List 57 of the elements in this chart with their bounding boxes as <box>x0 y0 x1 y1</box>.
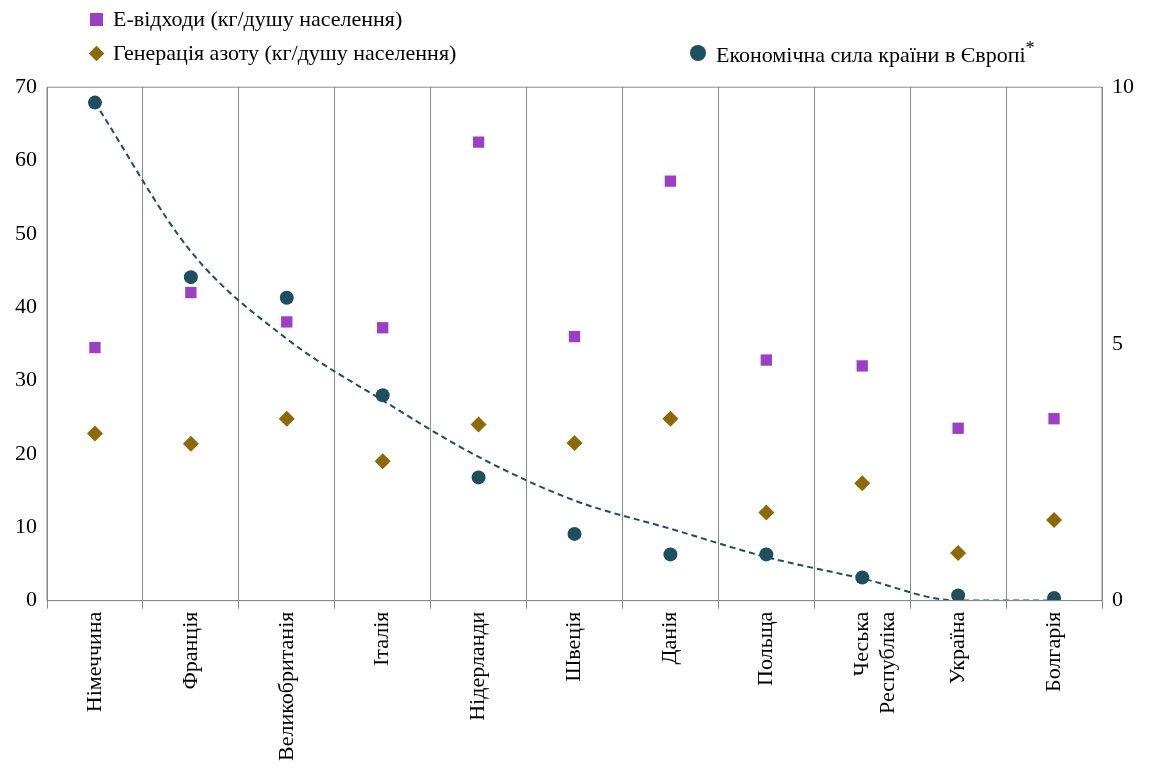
point <box>375 388 390 403</box>
y-tick-label: 70 <box>15 72 37 98</box>
point <box>567 526 582 541</box>
y2-tick-label: 10 <box>1112 72 1134 98</box>
legend-label: Генерація азоту (кг/душу населення) <box>113 40 457 67</box>
y-tick-label: 30 <box>15 366 37 392</box>
y-tick-label: 50 <box>15 219 37 245</box>
point <box>566 434 583 451</box>
point <box>86 425 103 442</box>
x-tick-label: Швеція <box>560 611 586 682</box>
point <box>759 547 774 562</box>
point <box>183 270 198 285</box>
point <box>854 475 871 492</box>
point <box>662 410 679 427</box>
y-tick-label: 40 <box>15 293 37 319</box>
point <box>182 435 199 452</box>
point <box>663 547 678 562</box>
y-tick-label: 10 <box>15 513 37 539</box>
point <box>89 341 101 354</box>
x-tick-label: Італія <box>368 611 394 667</box>
point <box>281 316 293 328</box>
x-tick-label: Болгарія <box>1039 611 1065 692</box>
legend-label: Е-відходи (кг/душу населення) <box>113 6 403 32</box>
x-tick-label: Чеська Республіка <box>848 611 900 714</box>
x-tick-label: Німеччина <box>80 611 106 713</box>
point <box>952 422 964 434</box>
x-tick-label: Нідерланди <box>464 611 490 721</box>
x-tick-label: Польща <box>752 611 778 686</box>
point <box>472 136 485 148</box>
point <box>470 416 487 433</box>
x-tick-label: Великобританія <box>272 611 298 762</box>
legend-label: Економічна сила країни в Європі$^{*}$ <box>716 38 1035 69</box>
point <box>377 322 389 334</box>
point <box>185 286 197 299</box>
y-tick-label: 0 <box>26 586 37 612</box>
point <box>471 470 486 485</box>
y2-tick-label: 5 <box>1112 329 1123 355</box>
x-tick-label: Франція <box>176 611 202 690</box>
point <box>1048 413 1060 425</box>
point <box>1046 511 1063 528</box>
point <box>760 354 772 366</box>
point <box>951 588 966 601</box>
y2-tick-label: 0 <box>1112 586 1123 612</box>
point <box>664 175 677 187</box>
point <box>950 544 967 561</box>
y-tick-label: 60 <box>15 146 37 172</box>
point <box>87 95 102 110</box>
point <box>374 453 391 470</box>
point <box>279 290 294 305</box>
y-tick-label: 20 <box>15 439 37 465</box>
x-tick-label: Данія <box>656 611 682 665</box>
x-tick-label: Україна <box>943 611 969 685</box>
point <box>855 570 870 585</box>
point <box>856 360 868 372</box>
point <box>568 330 581 343</box>
point <box>278 410 295 427</box>
point <box>758 504 775 521</box>
